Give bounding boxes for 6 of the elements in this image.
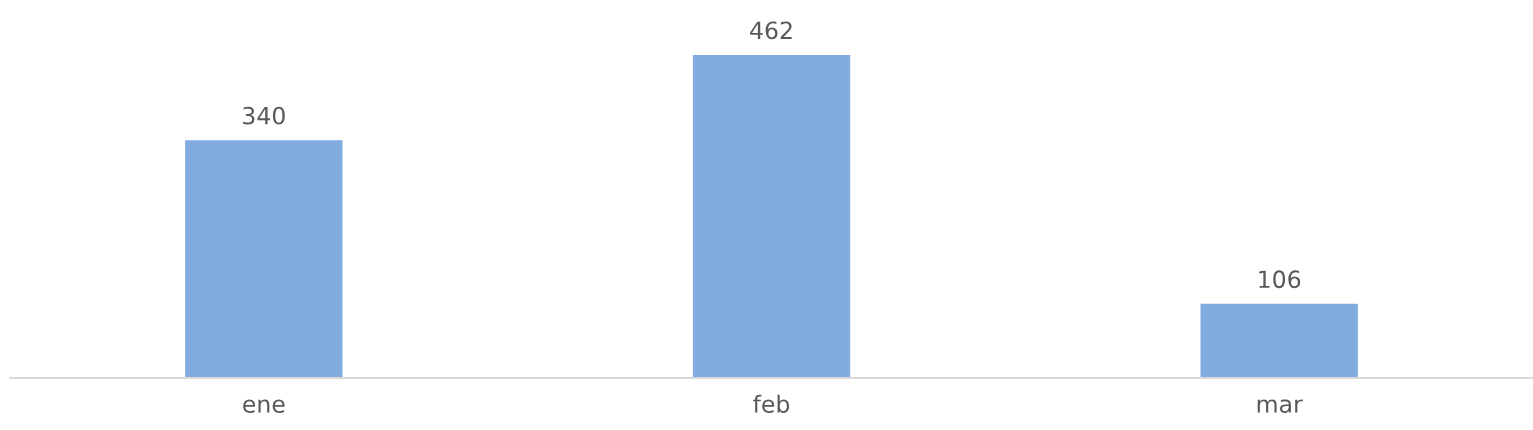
x-tick-label: mar bbox=[1257, 399, 1303, 413]
x-tick-label: ene bbox=[243, 399, 285, 413]
data-label: 106 bbox=[1259, 270, 1301, 289]
data-label: 462 bbox=[750, 21, 792, 40]
x-tick-label: feb bbox=[753, 394, 790, 413]
data-label: 340 bbox=[243, 106, 285, 125]
